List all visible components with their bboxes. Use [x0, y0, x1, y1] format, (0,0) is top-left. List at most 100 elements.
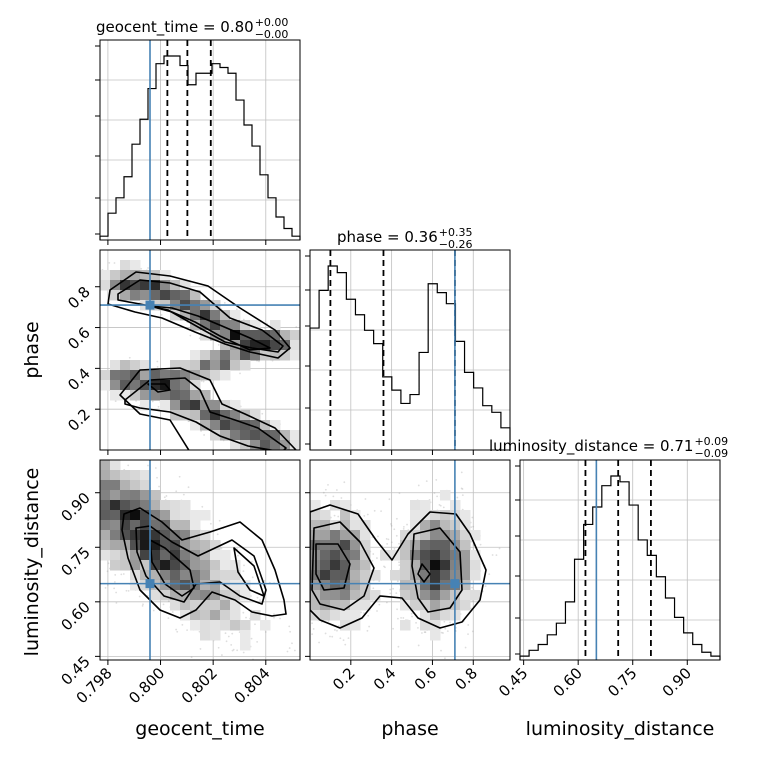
density-cell: [140, 290, 151, 301]
contour-line: [119, 367, 297, 450]
scatter-point: [35, 421, 37, 423]
density-cell: [220, 310, 231, 321]
scatter-point: [147, 464, 149, 467]
density-cell: [110, 370, 121, 381]
scatter-point: [154, 467, 157, 469]
scatter-point: [71, 481, 73, 483]
scatter-point: [66, 435, 68, 437]
density-cell: [270, 440, 281, 450]
scatter-point: [113, 262, 116, 264]
scatter-point: [87, 428, 89, 430]
scatter-point: [91, 490, 93, 492]
scatter-point: [22, 429, 24, 431]
density-cell: [210, 430, 221, 441]
density-cell: [130, 380, 141, 391]
scatter-point: [258, 453, 260, 455]
scatter-point: [223, 302, 226, 304]
density-cell: [180, 360, 191, 371]
scatter-point: [77, 520, 79, 522]
scatter-point: [244, 454, 246, 456]
scatter-point: [89, 472, 91, 474]
hist-step-line: [99, 55, 301, 240]
scatter-point: [242, 611, 245, 614]
scatter-point: [47, 466, 49, 468]
scatter-point: [54, 459, 56, 461]
density-cell: [140, 390, 151, 401]
scatter-point: [190, 656, 193, 659]
scatter-point: [72, 457, 74, 459]
density-cell: [270, 320, 281, 331]
scatter-point: [96, 512, 98, 514]
scatter-point: [175, 628, 178, 631]
scatter-point: [96, 459, 98, 461]
density-cell: [140, 370, 151, 381]
scatter-point: [247, 451, 249, 453]
frame: [99, 39, 301, 241]
density-cell: [180, 310, 191, 321]
scatter-point: [54, 510, 56, 512]
scatter-point: [108, 262, 111, 264]
scatter-point: [38, 440, 40, 442]
scatter-point: [48, 507, 50, 509]
density-cell: [130, 360, 141, 371]
scatter-point: [251, 576, 254, 579]
scatter-point: [7, 429, 9, 431]
scatter-point: [83, 479, 85, 481]
scatter-point: [115, 601, 118, 604]
scatter-point: [95, 487, 97, 489]
scatter-point: [88, 473, 90, 475]
scatter-point: [203, 434, 205, 436]
scatter-point: [56, 440, 58, 442]
density-cell: [180, 370, 191, 381]
scatter-point: [89, 493, 91, 495]
scatter-point: [87, 513, 89, 515]
scatter-point: [72, 473, 74, 475]
scatter-point: [87, 476, 89, 478]
scatter-point: [163, 496, 166, 499]
grid-geocent-time-hist: [100, 40, 300, 240]
scatter-point: [272, 453, 274, 455]
scatter-point: [89, 464, 91, 466]
scatter-point: [225, 640, 228, 643]
scatter-point: [86, 451, 88, 453]
scatter-point: [57, 438, 59, 440]
density-cell: [210, 410, 221, 421]
scatter-point: [62, 476, 64, 478]
scatter-point: [156, 360, 159, 363]
scatter-point: [274, 451, 276, 453]
scatter-point: [65, 492, 67, 494]
density-cell: [250, 420, 261, 431]
density-cell: [280, 350, 291, 361]
scatter-point: [97, 498, 99, 500]
scatter-point: [69, 445, 71, 447]
scatter-point: [50, 477, 52, 479]
scatter-point: [38, 452, 40, 454]
scatter-point: [178, 475, 181, 478]
scatter-point: [63, 503, 65, 505]
density-cell: [260, 420, 271, 431]
density-cell: [240, 350, 251, 361]
contours-phase-vs-geocent: [107, 271, 297, 450]
density-cell: [210, 320, 221, 331]
scatter-point: [71, 493, 73, 495]
density-cell: [210, 370, 221, 381]
density-cell: [280, 440, 291, 450]
contour-line: [124, 377, 287, 450]
scatter-point: [93, 522, 95, 524]
scatter-point: [93, 469, 95, 471]
scatter-point: [93, 467, 95, 469]
scatter-point: [73, 489, 75, 491]
density-cell: [120, 380, 131, 391]
scatter-point: [151, 400, 154, 403]
density-cell: [190, 290, 201, 301]
scatter-point: [258, 457, 260, 459]
scatter-point: [242, 570, 245, 573]
scatter-point: [82, 535, 84, 537]
scatter-point: [89, 508, 91, 510]
scatter-point: [156, 365, 159, 368]
scatter-point: [96, 510, 98, 512]
scatter-point: [230, 644, 233, 646]
density-cell: [180, 290, 191, 301]
density-cell: [170, 360, 181, 371]
density-cell: [210, 310, 221, 321]
